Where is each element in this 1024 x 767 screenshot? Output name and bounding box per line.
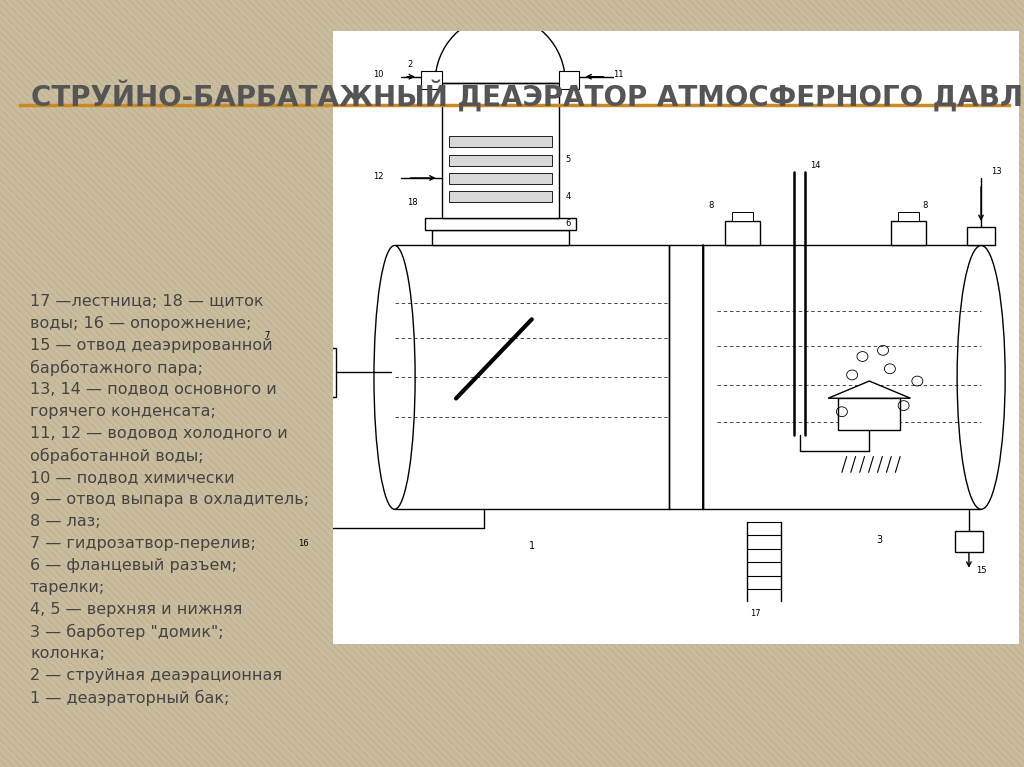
Bar bbox=[892, 221, 926, 245]
Text: 2 — струйная деаэрационная: 2 — струйная деаэрационная bbox=[30, 668, 283, 683]
Bar bbox=[449, 137, 552, 147]
Text: 1: 1 bbox=[528, 541, 535, 551]
Bar bbox=[725, 221, 760, 245]
Bar bbox=[968, 227, 994, 245]
Text: 8: 8 bbox=[923, 201, 928, 210]
Text: 8 — лаз;: 8 — лаз; bbox=[30, 514, 100, 529]
Text: 11: 11 bbox=[613, 71, 624, 79]
Text: барботажного пара;: барботажного пара; bbox=[30, 360, 203, 376]
Text: 15: 15 bbox=[976, 566, 986, 575]
Text: горячего конденсата;: горячего конденсата; bbox=[30, 404, 216, 419]
Text: 9 — отвод выпара в охладитель;: 9 — отвод выпара в охладитель; bbox=[30, 492, 309, 507]
Text: 17: 17 bbox=[750, 609, 761, 618]
Text: 18: 18 bbox=[408, 198, 418, 207]
Bar bbox=[425, 218, 575, 230]
Text: 1 — деаэраторный бак;: 1 — деаэраторный бак; bbox=[30, 690, 229, 706]
Text: 8: 8 bbox=[709, 201, 714, 210]
Bar bbox=[558, 71, 580, 89]
Bar bbox=[839, 398, 900, 430]
Bar bbox=[431, 230, 568, 245]
Bar bbox=[449, 192, 552, 202]
Text: 12: 12 bbox=[374, 172, 384, 180]
Polygon shape bbox=[282, 360, 294, 384]
Bar bbox=[333, 31, 1019, 644]
Ellipse shape bbox=[957, 245, 1006, 509]
Text: 6 — фланцевый разъем;: 6 — фланцевый разъем; bbox=[30, 558, 237, 573]
Text: 14: 14 bbox=[810, 161, 820, 170]
Text: 15 — отвод деаэрированной: 15 — отвод деаэрированной bbox=[30, 338, 272, 353]
Polygon shape bbox=[269, 360, 282, 384]
Text: 5: 5 bbox=[565, 155, 570, 164]
Polygon shape bbox=[828, 381, 910, 398]
Bar bbox=[305, 347, 336, 397]
Text: 2: 2 bbox=[408, 60, 413, 69]
Text: 17 —лестница; 18 — щиток: 17 —лестница; 18 — щиток bbox=[30, 294, 263, 309]
Text: колонка;: колонка; bbox=[30, 646, 105, 661]
Text: 16: 16 bbox=[299, 538, 309, 548]
Text: тарелки;: тарелки; bbox=[30, 580, 105, 595]
Text: 3 — барботер "домик";: 3 — барботер "домик"; bbox=[30, 624, 223, 640]
Text: 7: 7 bbox=[264, 331, 269, 340]
Bar bbox=[732, 212, 753, 221]
Text: 6: 6 bbox=[565, 219, 570, 229]
Text: 13, 14 — подвод основного и: 13, 14 — подвод основного и bbox=[30, 382, 276, 397]
Bar bbox=[703, 245, 981, 509]
Text: 4, 5 — верхняя и нижняя: 4, 5 — верхняя и нижняя bbox=[30, 602, 243, 617]
Ellipse shape bbox=[374, 245, 415, 509]
Text: 7 — гидрозатвор-перелив;: 7 — гидрозатвор-перелив; bbox=[30, 536, 256, 551]
Text: воды; 16 — опорожнение;: воды; 16 — опорожнение; bbox=[30, 316, 252, 331]
Bar bbox=[421, 71, 442, 89]
Text: 3: 3 bbox=[877, 535, 883, 545]
Bar bbox=[394, 245, 669, 509]
Text: 10 — подвод химически: 10 — подвод химически bbox=[30, 470, 234, 485]
Bar bbox=[442, 83, 558, 218]
Text: 4: 4 bbox=[565, 192, 570, 201]
Text: 10: 10 bbox=[374, 71, 384, 79]
Bar bbox=[898, 212, 919, 221]
Text: 11, 12 — водовод холодного и: 11, 12 — водовод холодного и bbox=[30, 426, 288, 441]
Polygon shape bbox=[288, 517, 299, 538]
Bar bbox=[955, 531, 983, 552]
Bar bbox=[449, 155, 552, 166]
Bar bbox=[449, 173, 552, 184]
Polygon shape bbox=[299, 517, 309, 538]
Text: СТРУЙНО-БАРБАТАЖНЫЙ ДЕАЭРАТОР АТМОСФЕРНОГО ДАВЛЕНИЯ: СТРУЙНО-БАРБАТАЖНЫЙ ДЕАЭРАТОР АТМОСФЕРНО… bbox=[31, 80, 1024, 112]
Text: обработанной воды;: обработанной воды; bbox=[30, 448, 204, 464]
Text: 13: 13 bbox=[991, 167, 1001, 176]
